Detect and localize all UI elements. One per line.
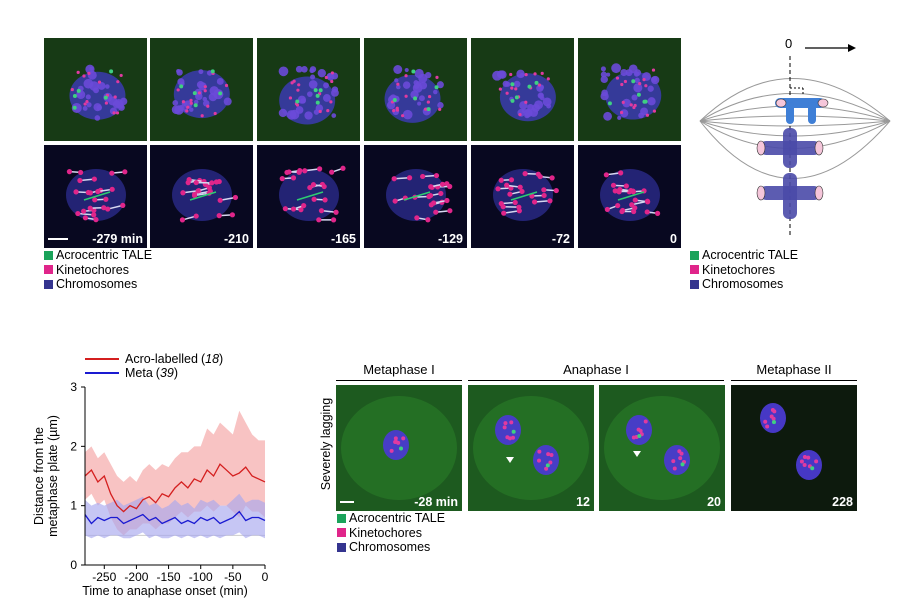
chart-legend-label: Acro-labelled bbox=[125, 352, 198, 366]
legend-swatch bbox=[690, 265, 699, 275]
series-line bbox=[84, 510, 266, 525]
legend-swatch bbox=[337, 513, 346, 523]
legend-item: Acrocentric TALE bbox=[44, 248, 152, 263]
chart-legend-line bbox=[85, 372, 119, 374]
header-rule bbox=[336, 380, 462, 381]
chart-legend-count: 39 bbox=[159, 366, 174, 380]
chart-legend-item: Acro-labelled (18) bbox=[85, 352, 223, 366]
x-tick-label: -250 bbox=[92, 570, 116, 584]
x-tick-label: 0 bbox=[262, 570, 269, 584]
live-image-panel bbox=[44, 38, 147, 141]
x-tick-label: -200 bbox=[124, 570, 148, 584]
tracking-panel: -129 bbox=[364, 145, 467, 248]
chart-legend-line bbox=[85, 358, 119, 360]
live-image-panel bbox=[150, 38, 253, 141]
legend-item: Acrocentric TALE bbox=[337, 511, 445, 526]
legend-label: Chromosomes bbox=[56, 277, 138, 291]
legend-swatch bbox=[337, 542, 346, 552]
legend-label: Kinetochores bbox=[56, 262, 129, 277]
time-label: 20 bbox=[707, 495, 721, 509]
distance-chart: 0 1 2 3 -250 -200 -150 -100 -50 0 Time to anaphase… bbox=[32, 380, 269, 598]
legend-label: Kinetochores bbox=[349, 525, 422, 540]
legend-item: Chromosomes bbox=[44, 277, 152, 292]
tracking-panel: -210 bbox=[150, 145, 253, 248]
time-label: -279 min bbox=[92, 232, 143, 246]
chart-legend: Acro-labelled (18) Meta (39) bbox=[85, 352, 223, 380]
chart-legend-count: 18 bbox=[205, 352, 220, 366]
header-metaphase-ii: Metaphase II bbox=[756, 362, 832, 377]
tracking-panel: -279 min bbox=[44, 145, 147, 248]
time-label: -72 bbox=[551, 232, 570, 246]
legend-swatch bbox=[44, 250, 53, 260]
legend-label: Acrocentric TALE bbox=[56, 248, 153, 262]
spindle-drawing bbox=[699, 44, 891, 236]
x-tick-label: -150 bbox=[157, 570, 181, 584]
lagging-image-panel: -28 min bbox=[336, 385, 462, 511]
legend-item: Chromosomes bbox=[337, 540, 445, 555]
y-tick-label: 3 bbox=[70, 380, 77, 394]
live-image-panel bbox=[257, 38, 360, 141]
y-tick-label: 2 bbox=[70, 439, 77, 453]
tracking-panel: 0 bbox=[578, 145, 681, 248]
legend-item: Kinetochores bbox=[44, 263, 152, 278]
live-image-panel bbox=[578, 38, 681, 141]
legend-item: Kinetochores bbox=[690, 263, 798, 278]
time-label: -165 bbox=[330, 232, 356, 246]
header-rule bbox=[468, 380, 724, 381]
legend-swatch bbox=[690, 279, 699, 289]
tracking-panel: -72 bbox=[471, 145, 574, 248]
legend-label: Kinetochores bbox=[702, 262, 775, 277]
lagging-image-panel: 20 bbox=[599, 385, 725, 511]
time-label: 0 bbox=[670, 232, 677, 246]
lagging-image-panel: 12 bbox=[468, 385, 594, 511]
legend-swatch bbox=[44, 265, 53, 275]
chart-legend-item: Meta (39) bbox=[85, 366, 223, 380]
lagging-image-panel: 228 bbox=[731, 385, 857, 511]
row-label-vertical: Severely lagging bbox=[314, 385, 334, 511]
series-band bbox=[85, 493, 265, 539]
live-image-panel bbox=[471, 38, 574, 141]
legend-item: Kinetochores bbox=[337, 526, 445, 541]
legend-bottom: Acrocentric TALE Kinetochores Chromosome… bbox=[337, 511, 445, 555]
legend-label: Chromosomes bbox=[349, 540, 431, 554]
header-metaphase-i: Metaphase I bbox=[363, 362, 435, 377]
legend-label: Acrocentric TALE bbox=[702, 248, 799, 262]
legend-top-left: Acrocentric TALE Kinetochores Chromosome… bbox=[44, 248, 152, 292]
legend-swatch bbox=[337, 528, 346, 538]
x-tick-label: -50 bbox=[224, 570, 242, 584]
legend-label: Acrocentric TALE bbox=[349, 511, 446, 525]
x-tick-label: -100 bbox=[189, 570, 213, 584]
time-zero-label: 0 bbox=[785, 36, 793, 51]
time-label: -28 min bbox=[414, 495, 458, 509]
y-tick-label: 1 bbox=[70, 499, 77, 513]
scale-bar bbox=[48, 238, 68, 240]
scale-bar bbox=[340, 501, 354, 503]
series-line bbox=[84, 463, 266, 513]
y-tick-label: 0 bbox=[70, 558, 77, 572]
time-label: 228 bbox=[832, 495, 853, 509]
time-label: -129 bbox=[437, 232, 463, 246]
legend-swatch bbox=[44, 279, 53, 289]
legend-label: Chromosomes bbox=[702, 277, 784, 291]
tracking-panel: -165 bbox=[257, 145, 360, 248]
header-anaphase-i: Anaphase I bbox=[563, 362, 629, 377]
time-label: 12 bbox=[576, 495, 590, 509]
chart-legend-label: Meta bbox=[125, 366, 153, 380]
legend-top-right: Acrocentric TALE Kinetochores Chromosome… bbox=[690, 248, 798, 292]
legend-item: Chromosomes bbox=[690, 277, 798, 292]
severely-lagging-label: Severely lagging bbox=[319, 397, 333, 491]
x-axis-label: Time to anaphase onset (min) bbox=[82, 584, 248, 598]
legend-item: Acrocentric TALE bbox=[690, 248, 798, 263]
time-label: -210 bbox=[223, 232, 249, 246]
live-image-panel bbox=[364, 38, 467, 141]
header-rule bbox=[731, 380, 857, 381]
spindle-schematic: 0 bbox=[690, 36, 910, 241]
legend-swatch bbox=[690, 250, 699, 260]
y-axis-label: Distance from themetaphase plate (µm) bbox=[32, 415, 60, 537]
